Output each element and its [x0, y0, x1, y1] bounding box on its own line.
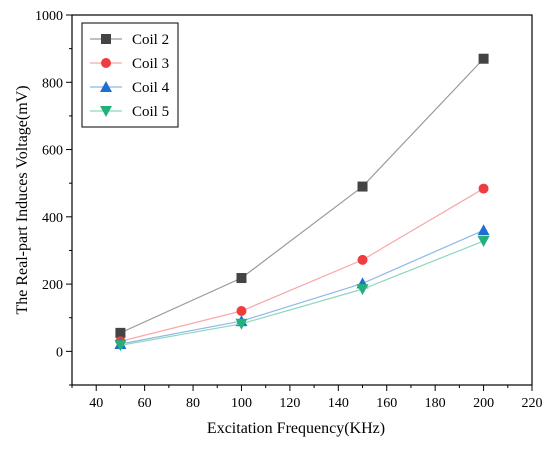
data-point [356, 284, 369, 296]
data-point [477, 236, 490, 248]
x-tick-label: 200 [473, 396, 494, 411]
data-point [114, 340, 127, 352]
x-tick-label: 60 [138, 396, 152, 411]
legend-label: Coil 3 [132, 56, 169, 72]
x-tick-label: 180 [425, 396, 446, 411]
x-tick-label: 220 [522, 396, 543, 411]
data-point [115, 327, 126, 338]
series-line-4 [120, 240, 484, 346]
x-tick-label: 80 [186, 396, 200, 411]
x-tick-label: 40 [89, 396, 103, 411]
legend-marker [100, 81, 112, 92]
plot-group: 40 60 80 100 120 140 160 180 200 220 0 200 400 600 800… [35, 9, 543, 411]
x-tick-label: 100 [231, 396, 252, 411]
y-tick-label: 400 [42, 211, 63, 226]
x-tick-label: 160 [376, 396, 397, 411]
series-line-2 [120, 188, 484, 342]
data-point [357, 254, 368, 265]
legend-marker [100, 106, 112, 117]
y-tick-label: 600 [42, 144, 63, 159]
data-point [478, 183, 489, 194]
data-point [357, 181, 368, 192]
data-point [477, 224, 490, 236]
data-point [236, 306, 247, 316]
y-tick-label: 800 [42, 76, 63, 91]
data-point [478, 53, 489, 64]
series-line-1 [120, 58, 485, 334]
legend-box [81, 22, 179, 128]
data-point [236, 273, 247, 284]
y-axis-label: The Real-part Induces Voltage(mV) [14, 85, 31, 314]
legend-label: Coil 4 [132, 80, 170, 96]
x-axis-label: Excitation Frequency(KHz) [207, 420, 385, 437]
legend-marker [101, 58, 111, 68]
legend-marker [101, 34, 111, 44]
y-tick-label: 0 [56, 345, 63, 360]
y-tick-label: 200 [42, 278, 63, 293]
plot-frame [71, 14, 533, 386]
data-point [235, 318, 248, 330]
series-line-3 [120, 229, 484, 345]
legend-label: Coil 5 [132, 104, 169, 120]
x-tick-label: 140 [328, 396, 349, 411]
y-tick-label: 1000 [35, 9, 63, 24]
x-tick-label: 120 [279, 396, 300, 411]
legend-label: Coil 2 [132, 32, 169, 48]
